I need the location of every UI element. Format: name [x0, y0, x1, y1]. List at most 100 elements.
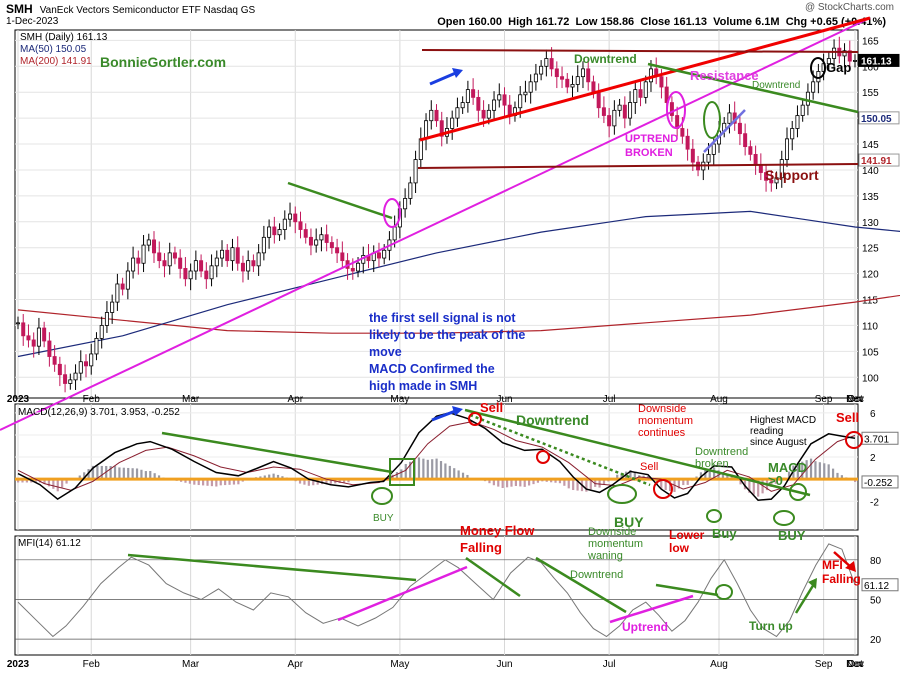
mfi-downtrend-line-3	[535, 556, 627, 614]
macd-histogram-bar-32	[87, 469, 90, 480]
macd-histogram-bar-248	[563, 479, 566, 486]
macd-histogram-bar-202	[461, 472, 465, 480]
macd-histogram-bar-84	[202, 479, 205, 486]
price-legend-2: MA(50) 150.05	[20, 44, 87, 55]
volume-label: Volume	[713, 16, 753, 28]
price-candle-body-111	[596, 91, 601, 109]
price-candle-body-11	[73, 372, 78, 381]
price-y-tick-165: 165	[862, 36, 879, 47]
macd-histogram-bar-28	[78, 475, 81, 480]
price-candle-body-54	[298, 221, 303, 230]
macd-sell-circle-3	[653, 479, 673, 499]
macd-histogram-bar-92	[219, 479, 222, 486]
macd-histogram-bar-90	[215, 479, 218, 487]
macd-histogram-bar-372	[836, 472, 839, 480]
price-candle-body-93	[502, 94, 507, 106]
mfi-line	[17, 543, 856, 638]
price-candle-body-132	[706, 153, 711, 163]
price-candle-body-41	[230, 247, 235, 262]
macd-histogram-bar-2	[21, 479, 24, 483]
macd-histogram-bar-314	[708, 468, 711, 480]
high-value: 161.72	[535, 16, 570, 28]
macd-histogram-bar-30	[83, 472, 86, 480]
price-candle-body-97	[523, 91, 528, 96]
price-candle-body-129	[690, 148, 695, 163]
macd-histogram-bar-82	[197, 479, 200, 486]
price-panel-frame	[14, 29, 859, 399]
ma200-line	[17, 294, 900, 334]
price-right-label-1: 161.13	[861, 56, 892, 67]
price-candle-body-140	[748, 146, 753, 155]
macd-histogram-bar-184	[422, 458, 425, 480]
price-candle-body-22	[131, 257, 136, 272]
macd-histogram-bar-328	[739, 479, 742, 485]
macd-histogram-bar-94	[224, 479, 227, 486]
price-candle-body-18	[110, 301, 115, 313]
macd-histogram-bar-170	[391, 474, 394, 480]
macd-buy-ellipse-1	[371, 487, 393, 505]
macd-buy3-label: Buy	[712, 526, 737, 541]
macd-histogram-bar-242	[550, 479, 553, 483]
price-candle-body-7	[52, 356, 57, 365]
price-candle-body-44	[246, 260, 251, 272]
ellipse-oct-green	[703, 101, 721, 139]
price-candle-body-155	[826, 58, 831, 65]
high-label: High	[508, 16, 533, 28]
macd-downtrend-line-2	[464, 408, 811, 497]
macd-histogram-bar-312	[704, 469, 707, 480]
macd-histogram-bar-78	[188, 479, 192, 484]
price-y-tick-140: 140	[862, 166, 879, 177]
macd-histogram-bar-332	[748, 479, 751, 493]
downtrend-small-label: Downtrend	[752, 80, 800, 91]
price-candle-body-65	[356, 262, 361, 272]
macd-signal-line	[17, 421, 856, 492]
price-candle-body-101	[544, 58, 549, 67]
price-candle-body-35	[199, 260, 204, 272]
price-candle-body-24	[141, 244, 146, 264]
price-candle-body-125	[669, 102, 674, 116]
price-candle-body-145	[774, 177, 779, 184]
macd-highest-label-line-2: reading	[750, 426, 783, 437]
mfi-downtrend-line-1	[127, 553, 417, 582]
price-candle-body-20	[120, 283, 125, 290]
price-candle-body-19	[115, 283, 120, 303]
macd-histogram-bar-198	[453, 468, 456, 480]
macd-histogram-bar-216	[492, 479, 495, 486]
price-right-label-2: 150.05	[861, 114, 892, 125]
macd-right-label-1: 3.701	[864, 434, 889, 445]
macd-histogram-bar-304	[686, 479, 689, 485]
price-candle-body-15	[94, 337, 99, 355]
macd-histogram-bar-330	[743, 479, 747, 490]
price-candle-body-56	[308, 236, 313, 246]
macd-histogram-bar-232	[528, 479, 531, 486]
price-candle-body-90	[486, 109, 491, 119]
macd-histogram-bar-118	[276, 474, 280, 480]
price-candle-body-106	[570, 84, 575, 88]
symbol-label: SMH	[6, 2, 33, 16]
macd-histogram-bar-234	[532, 479, 535, 485]
price-candle-body-158	[842, 50, 847, 57]
price-candle-body-159	[847, 50, 852, 62]
price-candle-body-27	[157, 252, 162, 262]
price-candle-body-138	[737, 122, 742, 135]
macd-histogram-bar-36	[96, 465, 99, 480]
x-tick-top-Feb: Feb	[83, 394, 101, 405]
macd-histogram-bar-64	[157, 475, 161, 480]
x-tick-bottom-Feb: Feb	[83, 659, 101, 670]
price-candle-body-55	[303, 229, 308, 238]
chg-label: Chg	[785, 16, 808, 28]
price-candle-body-77	[418, 138, 423, 160]
macd-histogram-bar-134	[312, 479, 315, 486]
macd-downside-continues-line-2: momentum	[638, 415, 693, 427]
macd-histogram-bar-62	[153, 473, 156, 480]
mfi-lower-low-label-line-2: low	[669, 541, 690, 555]
mfi-downtrend-line-4	[655, 583, 719, 597]
price-candle-body-86	[465, 89, 470, 103]
ma50-line	[17, 210, 900, 358]
macd-histogram-bar-142	[329, 479, 332, 484]
price-channel-top-red	[419, 16, 871, 142]
mfi-lower-low-label-line-1: Lower	[669, 528, 705, 542]
macd-histogram-bar-188	[431, 459, 434, 480]
price-candle-body-53	[293, 213, 298, 223]
